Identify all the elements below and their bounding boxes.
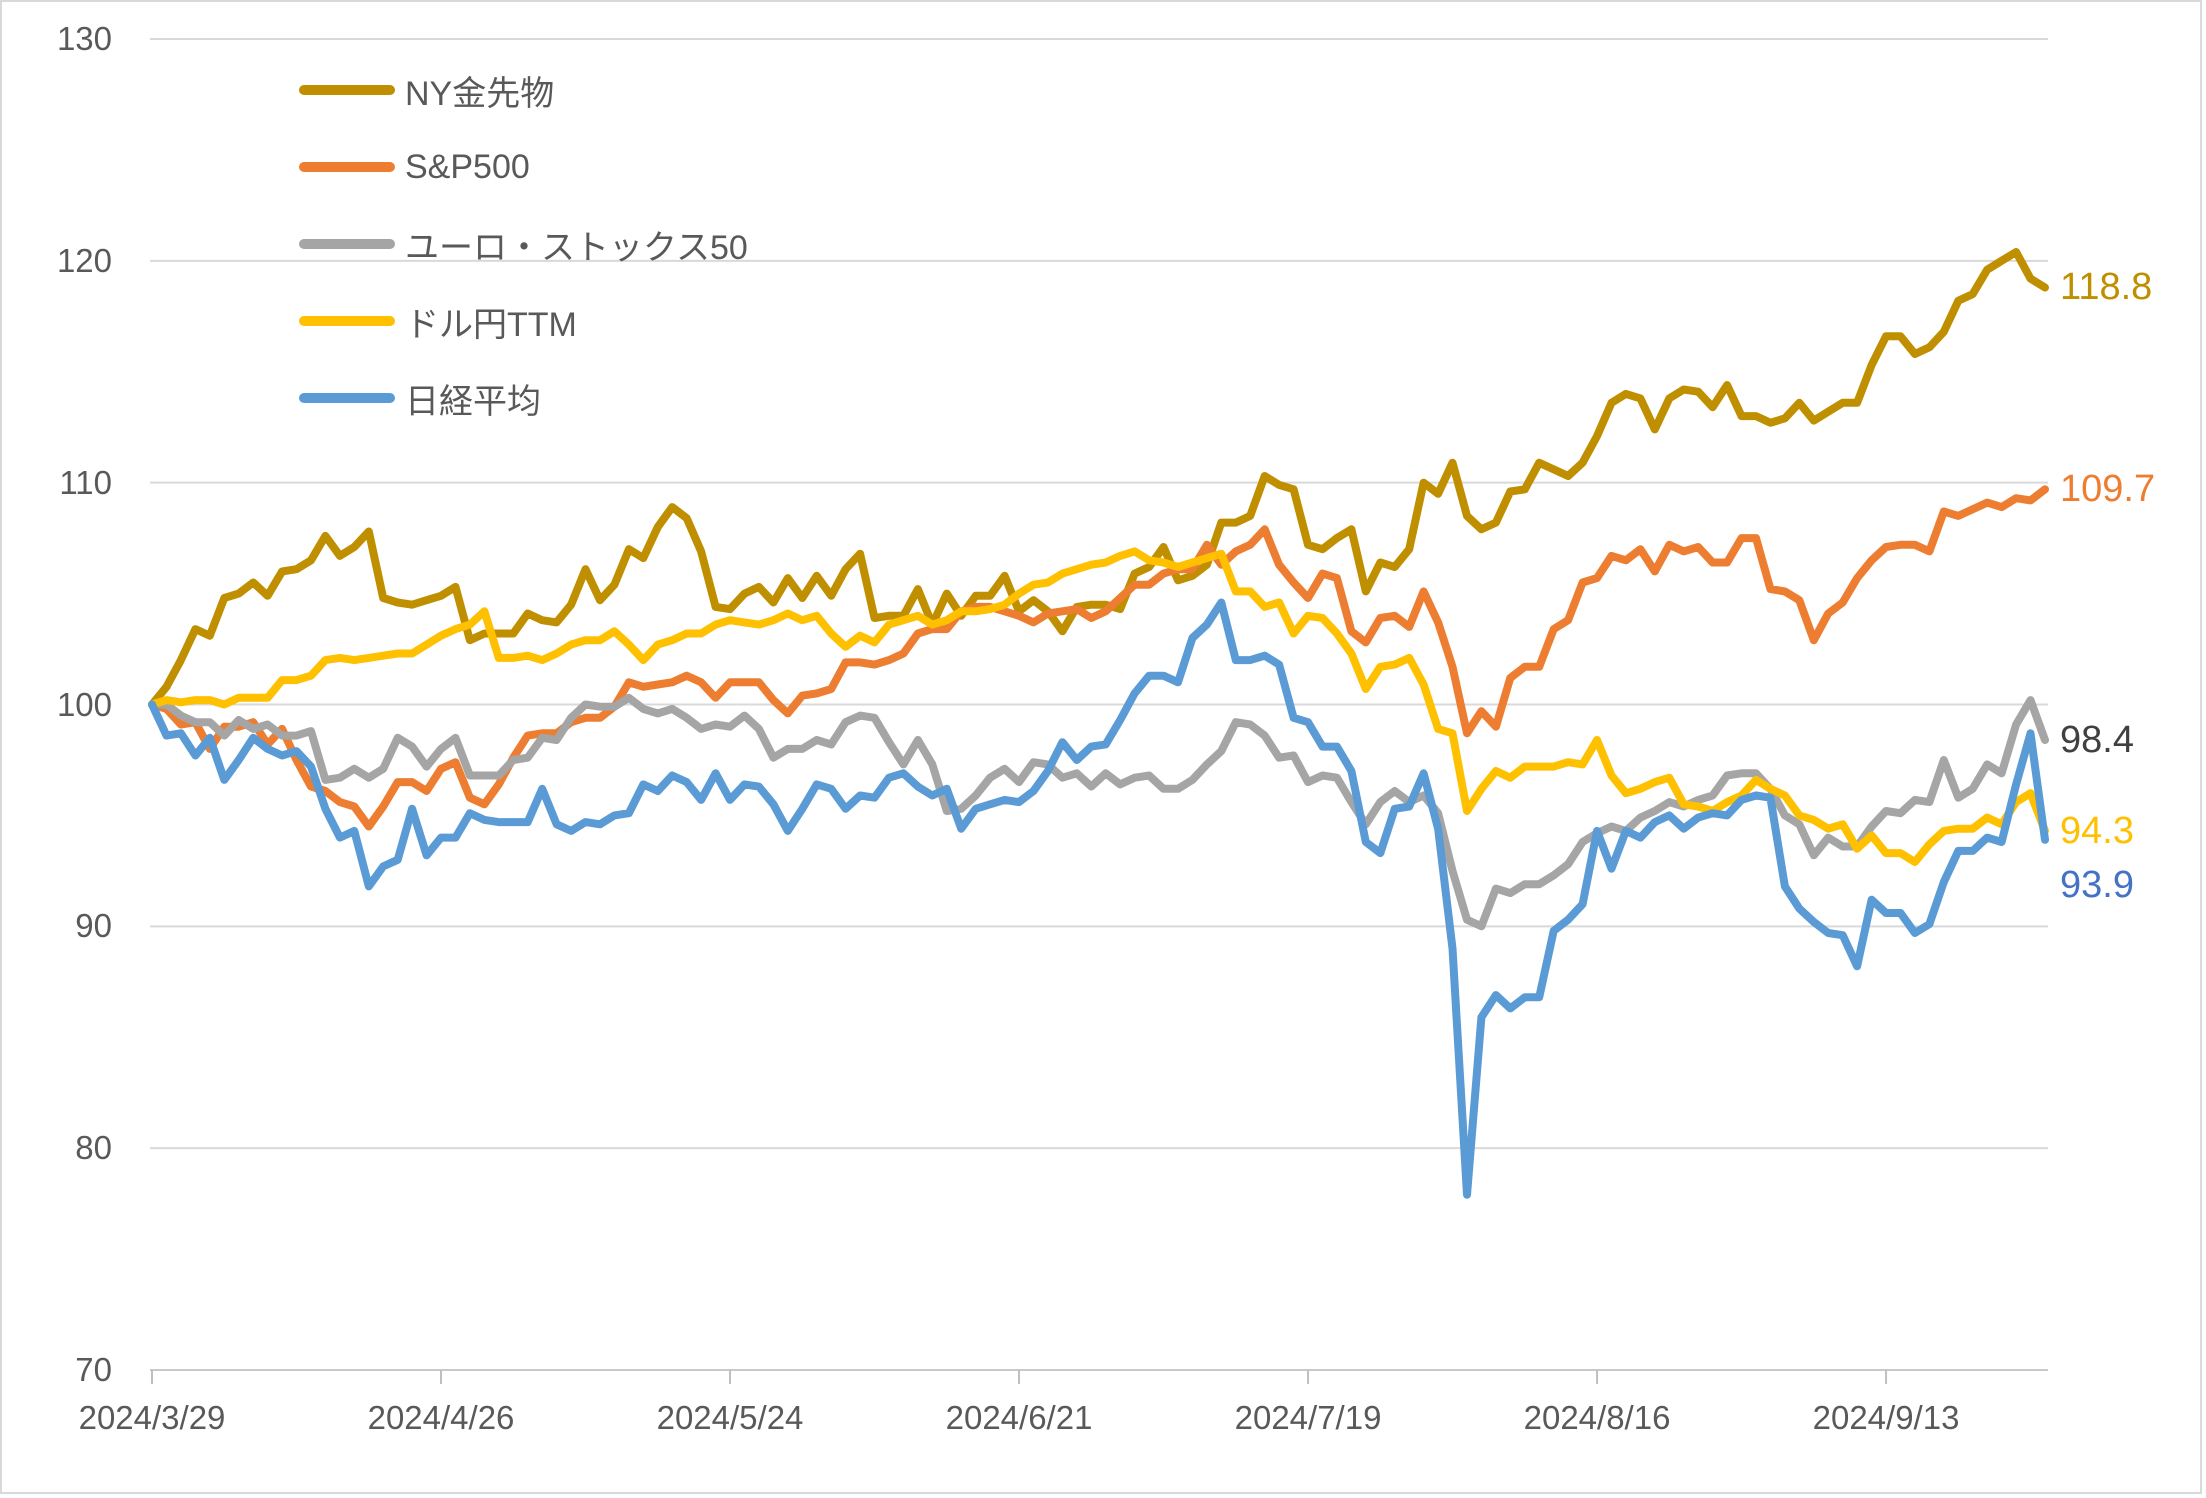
x-axis-label: 2024/6/21 xyxy=(945,1399,1093,1436)
series-end-value-label: 94.3 xyxy=(2060,809,2134,852)
x-axis-label: 2024/3/29 xyxy=(78,1399,226,1436)
y-axis-label: 80 xyxy=(75,1129,112,1167)
chart-legend: NY金先物 S&P500 ユーロ・ストックス50 ドル円TTM 日経平均 xyxy=(299,66,748,451)
series-end-value-label: 118.8 xyxy=(2060,266,2153,309)
x-axis-label: 2024/9/13 xyxy=(1812,1399,1960,1436)
y-axis-label: 110 xyxy=(59,463,112,501)
series-end-value-label: 109.7 xyxy=(2060,468,2156,511)
x-axis-label: 2024/8/16 xyxy=(1523,1399,1671,1436)
series-line-2 xyxy=(148,693,2049,931)
legend-label: ドル円TTM xyxy=(405,305,577,344)
y-axis-label: 120 xyxy=(56,241,112,279)
y-axis-label: 70 xyxy=(75,1351,112,1388)
y-axis-label: 100 xyxy=(56,685,112,723)
legend-item-0: NY金先物 xyxy=(299,66,748,114)
legend-line-swatch-icon xyxy=(299,85,395,95)
y-axis-label: 130 xyxy=(56,20,112,57)
legend-item-4: 日経平均 xyxy=(299,374,748,422)
x-axis-label: 2024/5/24 xyxy=(656,1399,804,1436)
series-end-value-label: 98.4 xyxy=(2060,718,2134,761)
legend-label: NY金先物 xyxy=(405,74,555,113)
y-axis-label: 90 xyxy=(75,907,112,945)
series-line-1 xyxy=(148,485,2049,831)
legend-item-3: ドル円TTM xyxy=(299,297,748,345)
legend-item-1: S&P500 xyxy=(299,143,748,191)
legend-line-swatch-icon xyxy=(299,393,395,403)
legend-line-swatch-icon xyxy=(299,239,395,249)
legend-line-swatch-icon xyxy=(299,316,395,326)
series-end-value-label: 93.9 xyxy=(2060,863,2134,906)
legend-label: S&P500 xyxy=(405,147,530,186)
x-axis-label: 2024/4/26 xyxy=(367,1399,515,1436)
legend-item-2: ユーロ・ストックス50 xyxy=(299,220,748,268)
legend-label: ユーロ・ストックス50 xyxy=(405,228,748,267)
legend-line-swatch-icon xyxy=(299,162,395,172)
legend-label: 日経平均 xyxy=(405,382,541,421)
series-line-4 xyxy=(148,598,2049,1199)
x-axis-label: 2024/7/19 xyxy=(1234,1399,1382,1436)
series-line-3 xyxy=(148,547,2049,866)
series-line-0 xyxy=(148,248,2049,709)
